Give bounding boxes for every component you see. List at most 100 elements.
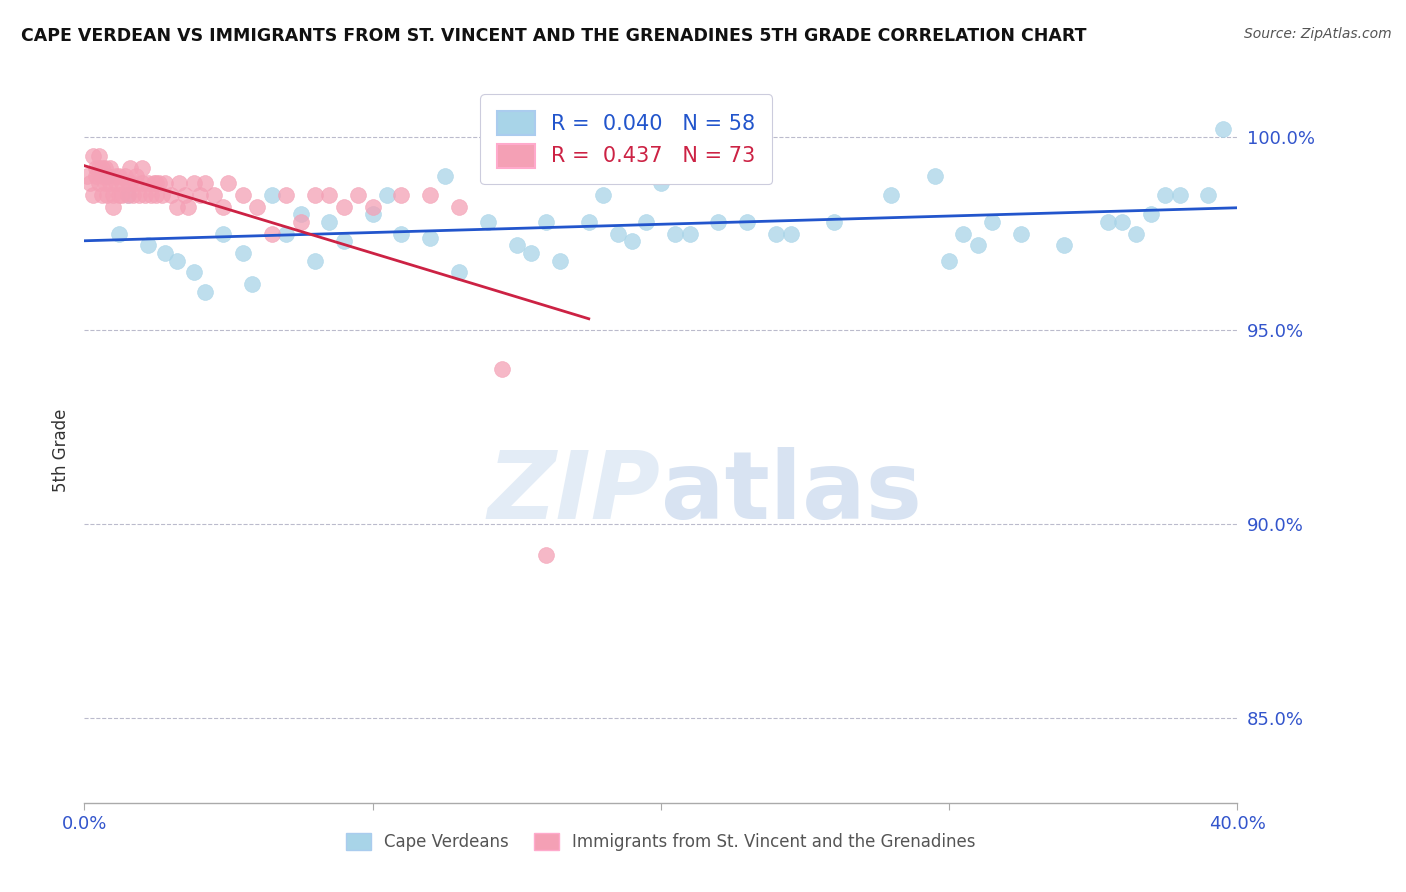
Point [520, 246, 543, 260]
Point [1111, 215, 1133, 229]
Point [1125, 227, 1147, 241]
Point [391, 188, 413, 202]
Point [636, 215, 658, 229]
Point [260, 188, 283, 202]
Y-axis label: 5th Grade: 5th Grade [52, 409, 70, 492]
Point [96, 188, 118, 202]
Point [707, 215, 730, 229]
Point [79, 176, 101, 190]
Point [136, 238, 159, 252]
Point [128, 188, 150, 202]
Point [1097, 215, 1119, 229]
Point [1010, 227, 1032, 241]
Point [737, 215, 759, 229]
Point [290, 215, 312, 229]
Point [232, 246, 254, 260]
Text: atlas: atlas [661, 447, 922, 539]
Point [98, 161, 121, 175]
Point [578, 215, 600, 229]
Point [93, 169, 115, 183]
Point [134, 188, 156, 202]
Point [361, 200, 384, 214]
Point [548, 253, 571, 268]
Point [188, 188, 211, 202]
Point [120, 161, 142, 175]
Text: ZIP: ZIP [488, 447, 661, 539]
Point [125, 176, 148, 190]
Point [117, 188, 139, 202]
Point [87, 161, 110, 175]
Point [142, 176, 165, 190]
Point [96, 169, 118, 183]
Point [120, 176, 142, 190]
Point [153, 176, 176, 190]
Point [880, 188, 903, 202]
Point [419, 188, 441, 202]
Point [650, 176, 672, 190]
Point [304, 253, 326, 268]
Point [606, 227, 628, 241]
Point [592, 188, 614, 202]
Point [194, 285, 217, 299]
Point [621, 235, 644, 249]
Point [90, 161, 112, 175]
Point [166, 200, 188, 214]
Point [304, 188, 326, 202]
Point [93, 176, 115, 190]
Point [87, 176, 110, 190]
Point [938, 253, 960, 268]
Point [108, 188, 131, 202]
Point [981, 215, 1004, 229]
Point [1154, 188, 1177, 202]
Point [967, 238, 990, 252]
Point [90, 188, 112, 202]
Point [260, 227, 283, 241]
Point [183, 265, 205, 279]
Point [1168, 188, 1191, 202]
Point [290, 207, 312, 221]
Point [276, 227, 298, 241]
Point [333, 235, 356, 249]
Point [177, 200, 200, 214]
Point [76, 169, 98, 183]
Point [111, 188, 134, 202]
Point [564, 169, 586, 183]
Point [449, 265, 471, 279]
Text: Source: ZipAtlas.com: Source: ZipAtlas.com [1244, 27, 1392, 41]
Text: CAPE VERDEAN VS IMMIGRANTS FROM ST. VINCENT AND THE GRENADINES 5TH GRADE CORRELA: CAPE VERDEAN VS IMMIGRANTS FROM ST. VINC… [21, 27, 1087, 45]
Point [82, 188, 104, 202]
Point [122, 188, 145, 202]
Point [318, 215, 340, 229]
Point [952, 227, 974, 241]
Point [823, 215, 845, 229]
Point [105, 169, 128, 183]
Point [84, 169, 107, 183]
Point [211, 227, 233, 241]
Point [103, 188, 124, 202]
Point [136, 176, 159, 190]
Point [183, 176, 205, 190]
Point [361, 207, 384, 221]
Point [96, 169, 118, 183]
Point [169, 176, 191, 190]
Point [1198, 188, 1220, 202]
Point [117, 176, 139, 190]
Point [534, 548, 557, 562]
Point [145, 188, 167, 202]
Point [90, 169, 112, 183]
Point [246, 200, 269, 214]
Point [111, 176, 134, 190]
Point [148, 176, 170, 190]
Point [218, 176, 240, 190]
Point [1053, 238, 1076, 252]
Point [534, 215, 557, 229]
Point [150, 188, 173, 202]
Point [153, 246, 176, 260]
Point [108, 169, 131, 183]
Point [84, 161, 107, 175]
Point [108, 227, 131, 241]
Point [174, 188, 197, 202]
Point [679, 227, 702, 241]
Point [131, 161, 153, 175]
Point [87, 149, 110, 163]
